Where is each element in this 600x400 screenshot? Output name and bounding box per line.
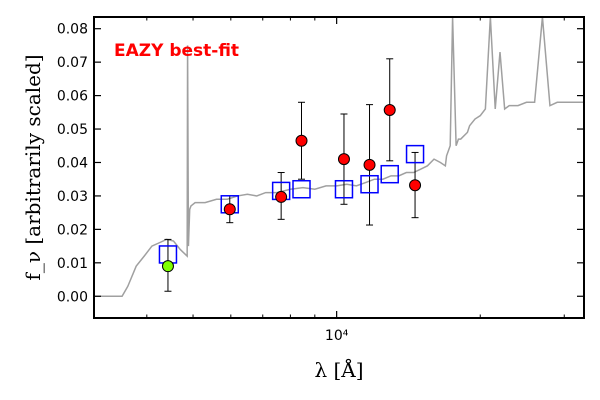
errorbar-layer: [164, 58, 419, 292]
observed-flux-point: [409, 179, 422, 192]
y-tick-label: 0.02: [57, 222, 88, 238]
template-spectrum-layer: [94, 16, 584, 298]
y-axis-label: f_ν [arbitrarily scaled]: [21, 54, 45, 280]
y-tick-label: 0.00: [57, 289, 88, 305]
y-tick-label: 0.08: [57, 22, 88, 38]
model-flux-square: [334, 179, 354, 199]
plot-frame: [93, 16, 585, 319]
y-tick-label: 0.05: [57, 122, 88, 138]
y-tick-label: 0.01: [57, 256, 88, 272]
axes-layer: [93, 16, 585, 319]
observed-photometry-layer: [161, 103, 422, 273]
y-tick-label: 0.03: [57, 189, 88, 205]
observed-flux-point: [337, 153, 350, 166]
x-axis-label: λ [Å]: [314, 357, 363, 382]
tick-layer: 0.00 0.01 0.02 0.03 0.04 0.05 0.06 0.07 0.08 10⁴: [57, 17, 584, 344]
observed-flux-point: [223, 203, 236, 216]
observed-flux-point: [275, 190, 288, 203]
observed-flux-point: [161, 260, 174, 273]
y-tick-label: 0.06: [57, 89, 88, 105]
model-flux-square: [292, 179, 311, 199]
observed-flux-point: [363, 158, 376, 171]
observed-flux-point: [295, 134, 308, 147]
x-tick-label: 10⁴: [325, 328, 349, 344]
annotation-label: EAZY best-fit: [114, 41, 239, 61]
model-photometry-layer: [158, 144, 425, 264]
template-spectrum-line: [94, 16, 584, 298]
model-flux-square: [360, 174, 379, 194]
model-flux-square: [405, 144, 425, 164]
model-flux-square: [380, 164, 399, 184]
y-tick-label: 0.07: [57, 55, 88, 71]
y-tick-label: 0.04: [57, 155, 88, 171]
observed-flux-point: [383, 103, 396, 116]
